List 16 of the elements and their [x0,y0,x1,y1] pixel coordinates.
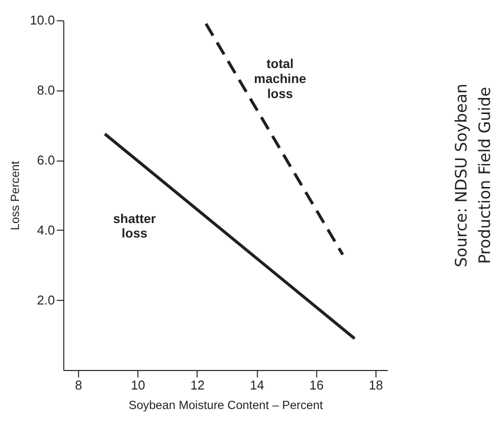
y-tick-label: 4.0 [36,222,55,238]
y-tick-label: 6.0 [36,152,55,168]
x-axis-title: Soybean Moisture Content – Percent [128,398,324,412]
source-note: Source: NDSU Soybean Production Field Guide [451,84,494,268]
x-tick-label: 12 [190,377,205,392]
x-tick-label: 16 [309,377,324,392]
y-tick-label: 8.0 [36,82,55,98]
y-axis-title: Loss Percent [8,160,22,230]
text: shatter loss [113,210,156,241]
x-tick-label: 14 [250,377,264,392]
y-tick-label: 2.0 [36,292,55,308]
x-tick-label: 8 [75,377,82,392]
x-tick-label: 18 [368,377,384,392]
x-tick-label: 10 [130,377,146,392]
y-tick-label: 10.0 [30,12,55,28]
series-label: total machine loss [254,56,306,101]
